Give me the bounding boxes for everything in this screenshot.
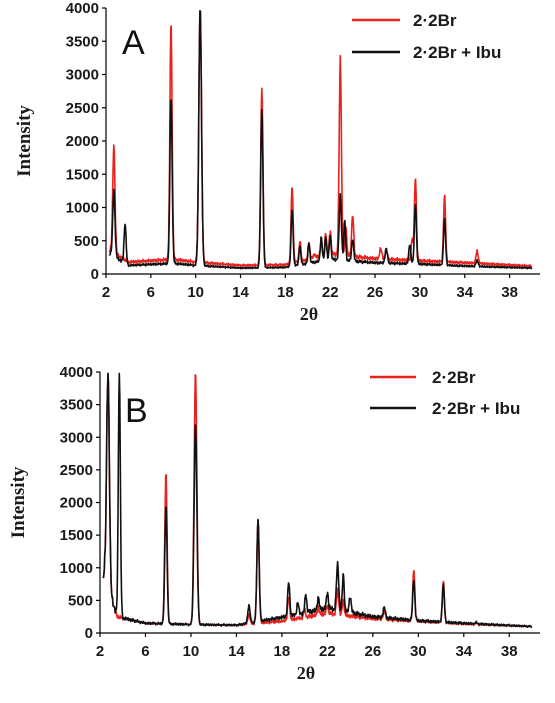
y-tick-label: 0 — [91, 266, 99, 283]
x-tick-label: 30 — [410, 643, 427, 660]
panel-letter: A — [122, 24, 145, 62]
x-tick-label: 38 — [501, 643, 518, 660]
legend-label-1: 2·2Br — [432, 368, 476, 387]
x-tick-label: 14 — [228, 643, 245, 660]
y-tick-label: 500 — [68, 592, 93, 609]
x-tick-label: 22 — [322, 284, 339, 301]
series-line-2 — [102, 372, 533, 628]
x-tick-label: 34 — [456, 284, 473, 301]
y-tick-label: 0 — [85, 625, 93, 642]
x-axis-label: 2θ — [300, 304, 318, 324]
legend-label-1: 2·2Br — [413, 11, 457, 30]
x-tick-label: 2 — [96, 643, 104, 660]
y-tick-label: 1000 — [60, 560, 93, 577]
x-tick-label: 38 — [501, 284, 518, 301]
x-axis-label: 2θ — [297, 663, 315, 683]
x-tick-label: 10 — [187, 284, 204, 301]
y-tick-label: 1500 — [66, 166, 99, 183]
x-tick-label: 34 — [455, 643, 472, 660]
y-tick-label: 4000 — [60, 364, 93, 381]
panel-letter: B — [125, 392, 148, 430]
x-tick-label: 6 — [147, 284, 155, 301]
x-tick-label: 30 — [412, 284, 429, 301]
y-tick-label: 2500 — [60, 462, 93, 479]
x-tick-label: 10 — [183, 643, 200, 660]
chart-panel-a: 0 500 1000 1500 2000 2500 3000 3500 4000 2 6 10 14 18… — [14, 0, 540, 324]
x-tick-label: 18 — [274, 643, 291, 660]
y-tick-label: 1000 — [66, 200, 99, 217]
y-tick-label: 3000 — [66, 67, 99, 84]
x-tick-label: 26 — [367, 284, 384, 301]
y-tick-label: 2000 — [66, 133, 99, 150]
x-tick-label: 6 — [141, 643, 149, 660]
x-tick-label: 26 — [364, 643, 381, 660]
y-tick-label: 1500 — [60, 527, 93, 544]
y-axis-label: Intensity — [8, 466, 29, 538]
y-tick-label: 3500 — [60, 397, 93, 414]
legend-label-2: 2·2Br + Ibu — [432, 399, 520, 418]
y-tick-label: 500 — [74, 233, 99, 250]
x-tick-label: 14 — [232, 284, 249, 301]
x-tick-label: 22 — [319, 643, 336, 660]
y-tick-label: 4000 — [66, 0, 99, 17]
legend-label-2: 2·2Br + Ibu — [413, 43, 501, 62]
x-tick-label: 2 — [102, 284, 110, 301]
y-axis-label: Intensity — [14, 105, 35, 177]
y-tick-label: 2000 — [60, 495, 93, 512]
y-tick-label: 3500 — [66, 33, 99, 50]
chart-panel-b: 0 500 1000 1500 2000 2500 3000 3500 4000 2 6 10 14 18… — [0, 352, 555, 703]
y-tick-label: 2500 — [66, 100, 99, 117]
x-tick-label: 18 — [277, 284, 294, 301]
y-tick-label: 3000 — [60, 429, 93, 446]
series-line-2 — [108, 10, 533, 270]
